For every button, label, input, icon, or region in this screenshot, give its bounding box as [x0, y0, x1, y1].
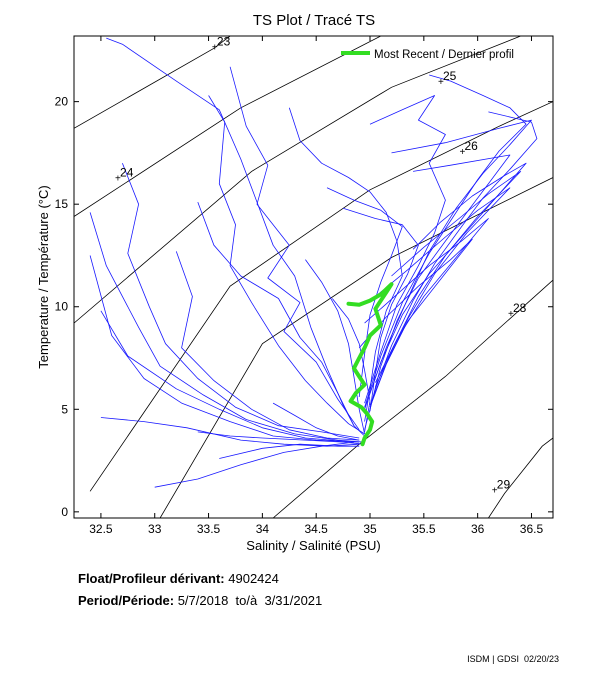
recent-profile-layer	[346, 282, 394, 447]
x-tick-label: 33	[148, 522, 162, 536]
historical-profile-13	[364, 74, 527, 408]
historical-profile-1	[208, 95, 365, 435]
y-axis: 0 5 10 15 20	[55, 95, 553, 519]
credit-stamp: ISDM | GDSI 02/20/23	[467, 654, 559, 664]
historical-profile-10	[305, 259, 365, 434]
y-tick-label: 5	[61, 402, 68, 416]
density-contour-29	[488, 437, 553, 518]
y-axis-label: Temperature / Température (°C)	[36, 185, 51, 368]
density-contour-24	[74, 36, 381, 217]
historical-profile-8	[175, 251, 360, 441]
contour-marker-25: +	[438, 77, 444, 88]
x-tick-label: 36	[471, 522, 485, 536]
historical-profile-7	[100, 417, 360, 447]
chart-title: TS Plot / Tracé TS	[253, 12, 375, 29]
y-tick-label: 15	[55, 197, 69, 211]
contour-marker-26: +	[460, 147, 466, 158]
historical-profile-25	[375, 171, 522, 387]
legend-label: Most Recent / Dernier profil	[374, 49, 514, 61]
period-value: 5/7/2018 to/à 3/31/2021	[177, 593, 323, 608]
x-axis: 32.5 33 33.5 34 34.5 35 35.5 36 36.5	[89, 36, 543, 536]
x-tick-label: 34	[256, 522, 270, 536]
float-value: 4902424	[228, 571, 279, 586]
historical-profile-5	[89, 255, 360, 443]
period-line: Period/Période: 5/7/2018 to/à 3/31/2021	[78, 593, 322, 608]
y-tick-label: 0	[61, 505, 68, 519]
historical-profile-19	[219, 443, 360, 459]
density-contour-28	[272, 279, 553, 518]
historical-profile-18	[326, 187, 403, 398]
contour-label-29: 29	[497, 477, 511, 491]
x-tick-label: 35.5	[412, 522, 436, 536]
density-contour-23	[74, 36, 231, 129]
x-tick-label: 34.5	[305, 522, 329, 536]
historical-profile-15	[364, 111, 538, 430]
float-id-line: Float/Profileur dérivant: 4902424	[78, 571, 279, 586]
x-tick-label: 36.5	[520, 522, 544, 536]
historical-profile-17	[342, 207, 419, 412]
period-label: Period/Période:	[78, 593, 175, 608]
x-axis-label: Salinity / Salinité (PSU)	[246, 538, 380, 553]
legend: Most Recent / Dernier profil	[341, 49, 514, 61]
contour-marker-29: +	[492, 485, 498, 496]
contour-marker-24: +	[115, 174, 121, 185]
historical-profile-9	[197, 201, 355, 426]
contour-marker-23: +	[212, 42, 218, 53]
historical-profile-12	[364, 95, 446, 404]
historical-profile-2	[229, 66, 360, 431]
historical-profile-3	[122, 163, 360, 439]
x-tick-label: 32.5	[89, 522, 113, 536]
y-tick-label: 20	[55, 95, 69, 109]
plot-frame	[73, 35, 554, 519]
contour-marker-28: +	[508, 309, 514, 320]
density-contour-26	[89, 101, 553, 492]
historical-profile-21	[272, 402, 360, 441]
historical-profiles-layer	[89, 37, 538, 488]
float-label: Float/Profileur dérivant:	[78, 571, 225, 586]
contour-label-layer: +23+ 24+ 25+ 26+ 28+ 29	[115, 34, 527, 496]
historical-profile-4	[89, 212, 365, 443]
contour-label-25: 25	[443, 69, 457, 83]
historical-profile-0	[106, 37, 365, 437]
contour-label-26: 26	[465, 139, 479, 153]
density-contour-25	[74, 36, 521, 324]
contour-label-28: 28	[513, 301, 527, 315]
y-tick-label: 10	[55, 300, 69, 314]
x-tick-label: 35	[363, 522, 377, 536]
historical-profile-28	[358, 238, 473, 408]
recent-profile-line	[346, 282, 394, 447]
contour-label-24: 24	[120, 166, 134, 180]
historical-profile-23	[197, 431, 365, 445]
historical-profile-6	[100, 310, 354, 443]
x-tick-label: 33.5	[197, 522, 221, 536]
historical-profile-14	[369, 119, 532, 394]
historical-profile-11	[288, 107, 403, 422]
historical-profile-20	[154, 441, 354, 488]
density-contour-27	[159, 177, 553, 518]
contour-label-23: 23	[217, 34, 231, 48]
historical-profile-26	[369, 187, 511, 406]
